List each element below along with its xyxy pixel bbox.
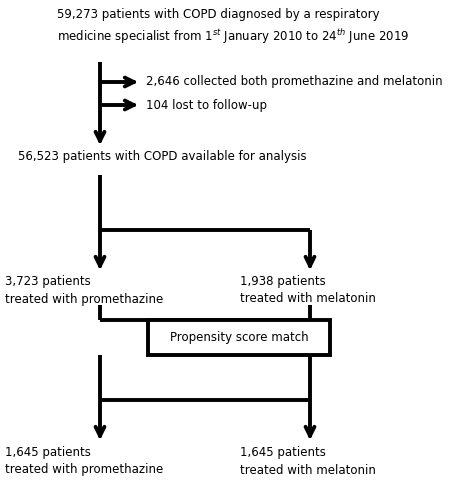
Text: 104 lost to follow-up: 104 lost to follow-up: [146, 98, 267, 112]
Bar: [148, 320, 330, 355]
Text: Propensity score match: Propensity score match: [170, 331, 308, 344]
Text: 3,723 patients
treated with promethazine: 3,723 patients treated with promethazine: [5, 275, 163, 306]
Text: 56,523 patients with COPD available for analysis: 56,523 patients with COPD available for …: [18, 150, 307, 163]
Text: 1,938 patients
treated with melatonin: 1,938 patients treated with melatonin: [240, 275, 376, 306]
Text: 1,645 patients
treated with promethazine: 1,645 patients treated with promethazine: [5, 446, 163, 476]
Text: 1,645 patients
treated with melatonin: 1,645 patients treated with melatonin: [240, 446, 376, 476]
Text: 2,646 collected both promethazine and melatonin: 2,646 collected both promethazine and me…: [146, 76, 443, 88]
Text: 59,273 patients with COPD diagnosed by a respiratory
medicine specialist from 1$: 59,273 patients with COPD diagnosed by a…: [57, 8, 409, 46]
